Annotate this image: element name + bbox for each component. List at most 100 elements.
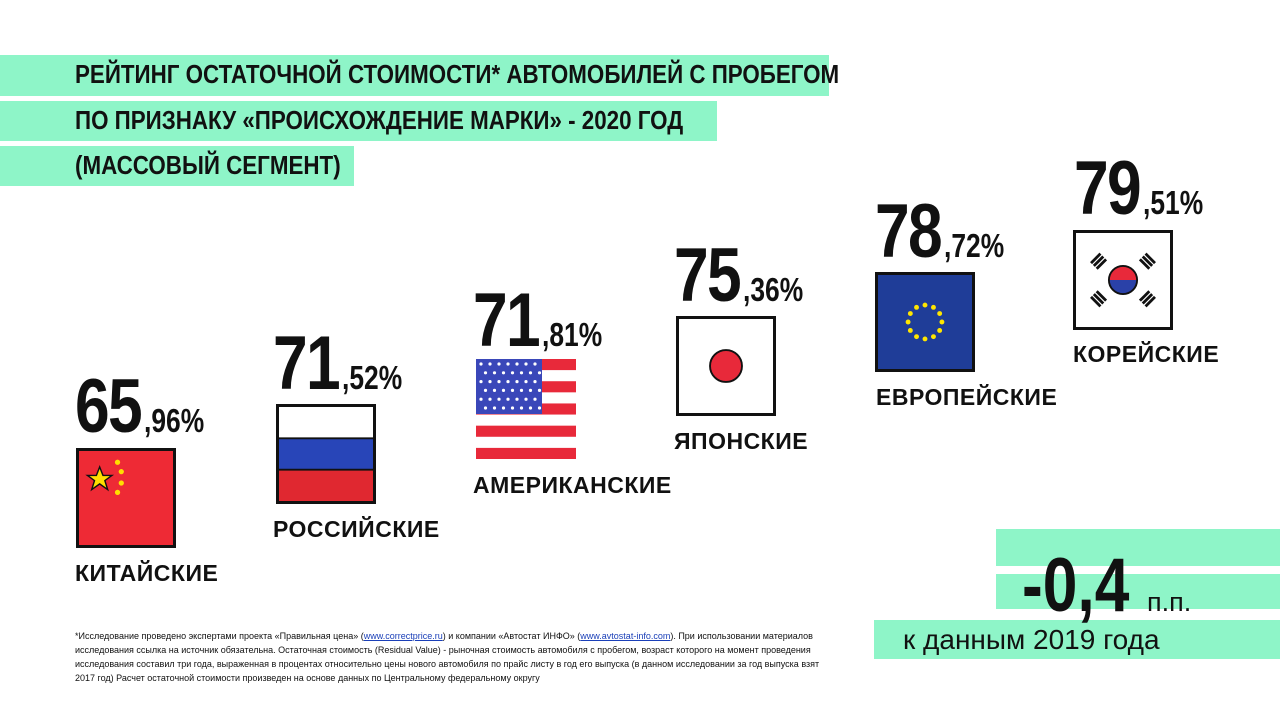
value-decimal: ,96%: [143, 402, 204, 439]
title-band-1: [0, 55, 829, 96]
title-band-3: [0, 146, 354, 186]
usa-star: [479, 380, 483, 384]
eu-star: [907, 311, 913, 316]
usa-stripe: [476, 447, 576, 459]
eu-star: [931, 304, 936, 310]
eu-flag-icon: [875, 272, 975, 372]
usa-star: [497, 362, 501, 366]
usa-star: [519, 388, 524, 392]
usa-star: [483, 388, 488, 392]
category-label: КИТАЙСКИЕ: [75, 560, 219, 586]
eu-star: [939, 319, 945, 325]
value-decimal: ,72%: [943, 227, 1004, 264]
link-avtostat[interactable]: www.avtostat-info.com: [580, 631, 671, 641]
usa-star: [515, 397, 519, 401]
china-flag-icon: [76, 448, 176, 548]
title-line-2: ПО ПРИЗНАКУ «ПРОИСХОЖДЕНИЕ МАРКИ» - 2020…: [75, 105, 684, 135]
data-label: 79,51%: [1074, 151, 1218, 227]
usa-star: [501, 371, 506, 375]
usa-star: [488, 380, 492, 384]
usa-star: [528, 371, 533, 375]
japan-flag-icon: [676, 316, 776, 416]
eu-star: [922, 302, 928, 308]
data-label: 71,81%: [473, 283, 617, 359]
usa-star: [510, 371, 515, 375]
value-decimal: ,51%: [1142, 184, 1203, 221]
data-label: 75,36%: [674, 238, 818, 314]
compare-box: [874, 620, 1280, 659]
delta-value: -0,4 п.п.: [1022, 548, 1191, 624]
usa-star: [515, 380, 519, 384]
delta-box-divider: [996, 566, 1280, 574]
usa-star: [506, 397, 510, 401]
title-line-1: РЕЙТИНГ ОСТАТОЧНОЙ СТОИМОСТИ* АВТОМОБИЛЕ…: [75, 59, 840, 89]
eu-star: [905, 319, 911, 325]
category-label: ЯПОНСКИЕ: [674, 428, 809, 454]
usa-star: [528, 406, 533, 410]
eu-star: [937, 311, 943, 316]
usa-star: [492, 388, 497, 392]
usa-star: [492, 371, 497, 375]
usa-star: [501, 406, 506, 410]
value-decimal: ,52%: [341, 359, 402, 396]
footnote: *Исследование проведено экспертами проек…: [75, 629, 835, 685]
usa-star: [479, 362, 483, 366]
usa-star: [483, 371, 488, 375]
value-integer: 78: [875, 189, 943, 274]
footnote-part2: ) и компании «Автостат ИНФО» (: [442, 631, 581, 641]
korea-flag-icon: [1073, 230, 1173, 330]
usa-star: [506, 380, 510, 384]
data-label: 71,52%: [273, 326, 417, 402]
link-correctprice[interactable]: www.correctprice.ru: [363, 631, 443, 641]
usa-star: [519, 371, 524, 375]
delta-unit: п.п.: [1146, 587, 1192, 617]
usa-flag-icon: [476, 359, 576, 459]
russia-flag-icon: [276, 404, 376, 504]
data-label: 78,72%: [875, 194, 1019, 270]
value-integer: 75: [674, 233, 742, 318]
delta-number: -0,4: [1022, 543, 1130, 628]
usa-star: [537, 388, 542, 392]
usa-star: [533, 362, 537, 366]
category-label: КОРЕЙСКИЕ: [1073, 341, 1220, 367]
usa-star: [533, 397, 537, 401]
usa-star: [537, 371, 542, 375]
usa-star: [515, 362, 519, 366]
usa-star: [479, 397, 483, 401]
eu-star: [922, 336, 928, 342]
usa-star: [528, 388, 533, 392]
value-decimal: ,36%: [742, 271, 803, 308]
value-integer: 71: [273, 321, 341, 406]
usa-stripe: [476, 425, 576, 437]
footnote-part1: *Исследование проведено экспертами проек…: [75, 631, 364, 641]
compare-text: к данным 2019 года: [903, 624, 1160, 655]
usa-star: [519, 406, 524, 410]
usa-star: [483, 406, 488, 410]
usa-star: [524, 362, 528, 366]
usa-star: [510, 406, 515, 410]
value-decimal: ,81%: [541, 316, 602, 353]
title-band-2: [0, 101, 717, 141]
eu-star: [931, 334, 936, 340]
usa-star: [497, 380, 501, 384]
eu-star: [914, 304, 919, 310]
usa-star: [492, 406, 497, 410]
usa-star: [537, 406, 542, 410]
eu-star: [937, 328, 943, 333]
usa-star: [488, 397, 492, 401]
category-label: РОССИЙСКИЕ: [273, 516, 440, 542]
title-line-3: (МАССОВЫЙ СЕГМЕНТ): [75, 150, 341, 180]
value-integer: 65: [75, 364, 143, 449]
value-integer: 79: [1074, 146, 1142, 231]
usa-star: [488, 362, 492, 366]
value-integer: 71: [473, 278, 541, 363]
usa-star: [524, 397, 528, 401]
eu-star: [914, 334, 919, 340]
eu-star: [907, 328, 913, 333]
category-label: ЕВРОПЕЙСКИЕ: [876, 384, 1058, 410]
category-label: АМЕРИКАНСКИЕ: [473, 472, 672, 498]
usa-star: [497, 397, 501, 401]
usa-star: [533, 380, 537, 384]
usa-star: [506, 362, 510, 366]
usa-star: [501, 388, 506, 392]
